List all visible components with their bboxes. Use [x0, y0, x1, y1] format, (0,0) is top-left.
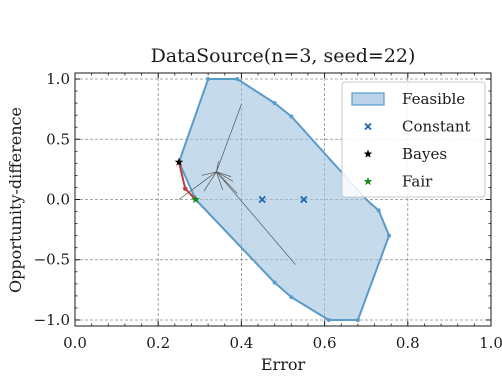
fair-marker [191, 195, 200, 204]
thin-line [178, 171, 217, 200]
x-tick-label: 0.6 [313, 334, 337, 352]
x-tick-label: 1.0 [479, 334, 502, 352]
legend-label: Bayes [402, 145, 447, 163]
feasible-region [178, 78, 391, 321]
legend: Feasible Constant Bayes Fair [341, 81, 486, 198]
y-axis-label: Opportunity-difference [6, 107, 25, 293]
thin-line [201, 171, 217, 176]
feasible-vertex [272, 101, 277, 106]
feasible-vertex [376, 208, 381, 213]
y-tick-label: −1.0 [34, 311, 70, 329]
y-tick-label: 0.0 [46, 191, 70, 209]
y-tick-label: 0.5 [46, 130, 70, 148]
legend-label: Fair [402, 173, 433, 191]
thin-line [216, 160, 219, 172]
feasible-vertex [355, 317, 360, 322]
plot-area: 0.0 0.2 0.4 0.6 0.8 1.0 −1.0 −0.5 0.0 0.5 1.0 [34, 70, 502, 352]
legend-patch-feasible [351, 92, 385, 106]
legend-label: Feasible [402, 90, 465, 108]
thin-line [216, 171, 232, 177]
thin-line [203, 171, 217, 192]
thin-line [216, 171, 234, 182]
thin-line [216, 104, 242, 172]
feasible-vertex [387, 233, 392, 238]
fair-frontier-point [183, 186, 188, 191]
chart-title: DataSource(n=3, seed=22) [151, 45, 416, 67]
x-tick-label: 0.0 [63, 334, 87, 352]
legend-box [341, 81, 486, 198]
thin-line [216, 171, 224, 190]
thin-line [216, 171, 296, 265]
thin-line [216, 171, 238, 194]
x-axis-label: Error [261, 355, 306, 374]
legend-marker-constant [364, 122, 372, 131]
x-tick-label: 0.8 [396, 334, 420, 352]
legend-marker-fair [363, 177, 373, 186]
feasible-vertex [289, 295, 294, 300]
feasible-vertex [206, 77, 211, 82]
x-tick-label: 0.2 [146, 334, 170, 352]
feasible-vertex [235, 77, 240, 82]
feasible-vertex [272, 280, 277, 285]
legend-label: Constant [402, 118, 471, 136]
bayes-marker [174, 157, 184, 166]
y-tick-label: −0.5 [34, 251, 70, 269]
feasible-vertex [326, 317, 331, 322]
x-tick-label: 0.4 [229, 334, 253, 352]
y-tick-label: 1.0 [46, 70, 70, 88]
feasible-vertex [289, 114, 294, 119]
legend-marker-bayes [363, 149, 373, 158]
constant-marker [300, 195, 308, 204]
constant-marker [258, 195, 266, 204]
